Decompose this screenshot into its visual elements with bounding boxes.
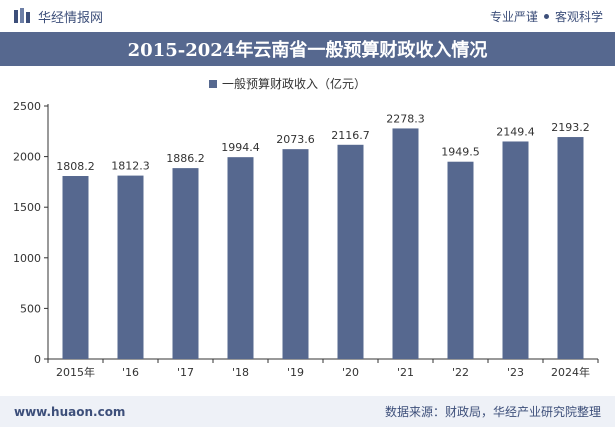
- bar-chart: 一般预算财政收入（亿元） 0 500 1000 1500 2000 2500 1808.2 20…: [13, 76, 599, 379]
- y-tick-label: 1000: [13, 252, 41, 265]
- bar-value-label: 2278.3: [386, 112, 425, 125]
- x-tick-label: '23: [507, 366, 524, 379]
- bar: [392, 128, 419, 359]
- y-tick-label: 0: [34, 353, 41, 366]
- bar-value-label: 1886.2: [166, 152, 205, 165]
- bar-value-label: 1994.4: [221, 141, 260, 154]
- chart-title: 2015-2024年云南省一般预算财政收入情况: [127, 40, 488, 61]
- x-tick-label: 2024年: [551, 365, 590, 379]
- bar-value-label: 2149.4: [496, 125, 535, 138]
- bar: [172, 168, 199, 359]
- bar: [447, 161, 474, 359]
- x-tick-label: '22: [452, 366, 469, 379]
- title-band: 2015-2024年云南省一般预算财政收入情况: [0, 32, 615, 66]
- slogan-right: 客观科学: [554, 9, 603, 24]
- x-tick-label: '17: [177, 366, 194, 379]
- footer-source: 数据来源：财政局，华经产业研究院整理: [384, 405, 601, 419]
- bar-value-label: 2193.2: [551, 121, 590, 134]
- brand-logo-icon: [14, 8, 30, 23]
- x-tick-label: '18: [232, 366, 249, 379]
- bar-value-label: 1949.5: [441, 146, 480, 159]
- bar: [337, 144, 364, 359]
- y-tick-label: 1500: [13, 201, 41, 214]
- x-tick-label: '16: [122, 366, 139, 379]
- slogan: 专业严谨 客观科学: [490, 8, 603, 25]
- y-tick-label: 500: [20, 302, 41, 315]
- legend-swatch: [209, 80, 217, 88]
- bar: [62, 176, 89, 359]
- bar-value-label: 2073.6: [276, 133, 315, 146]
- separator-dot-icon: [543, 13, 549, 19]
- top-bar: 华经情报网 专业严谨 客观科学: [0, 0, 615, 32]
- brand: 华经情报网: [12, 6, 103, 26]
- legend-label: 一般预算财政收入（亿元）: [222, 76, 366, 91]
- bar-value-label: 1812.3: [111, 160, 150, 173]
- bar: [502, 141, 529, 359]
- slogan-left: 专业严谨: [489, 9, 538, 24]
- x-tick-label: '19: [287, 366, 304, 379]
- bar: [282, 149, 309, 359]
- bar-value-label: 2116.7: [331, 129, 370, 142]
- y-tick-label: 2500: [13, 100, 41, 113]
- x-tick-label: '21: [397, 366, 414, 379]
- brand-name: 华经情报网: [38, 10, 104, 26]
- footer: www.huaon.com 数据来源：财政局，华经产业研究院整理: [0, 396, 615, 427]
- bar: [557, 137, 584, 359]
- bar: [117, 175, 144, 359]
- x-tick-label: '20: [342, 366, 359, 379]
- footer-website: www.huaon.com: [14, 404, 126, 419]
- bar: [227, 157, 254, 359]
- bar-value-label: 1808.2: [56, 160, 95, 173]
- y-tick-label: 2000: [13, 151, 41, 164]
- x-tick-label: 2015年: [56, 365, 95, 379]
